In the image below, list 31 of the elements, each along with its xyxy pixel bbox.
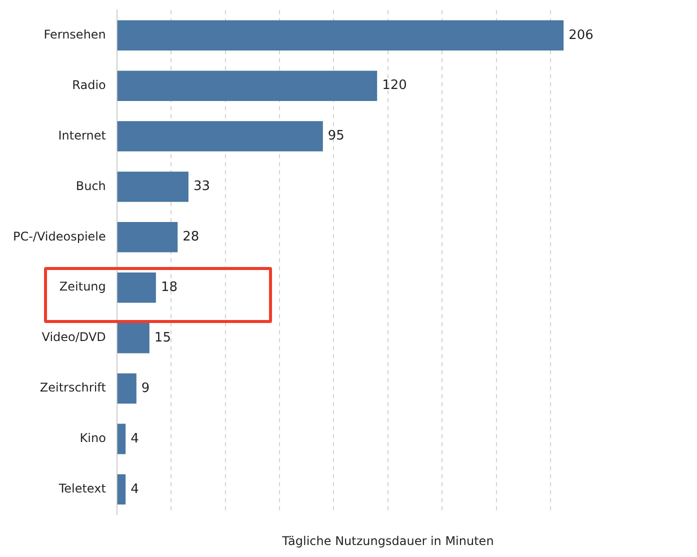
- bar: [117, 474, 126, 505]
- bar: [117, 172, 188, 202]
- x-axis-title: Tägliche Nutzungsdauer in Minuten: [281, 534, 494, 548]
- bar: [117, 424, 126, 454]
- data-label: 33: [193, 179, 210, 194]
- bar: [117, 272, 156, 303]
- data-label: 120: [382, 78, 407, 94]
- bar: [117, 222, 178, 252]
- data-label: 28: [182, 230, 200, 245]
- data-label: 18: [160, 280, 178, 295]
- bar: [117, 322, 150, 354]
- data-label: 206: [568, 28, 594, 43]
- y-tick-label: Video/DVD: [42, 330, 106, 344]
- bar: [117, 20, 564, 51]
- y-tick-label: Internet: [58, 128, 106, 142]
- y-tick-label: Zeitrschrift: [40, 380, 106, 395]
- bar: [117, 70, 378, 101]
- y-tick-label: Buch: [76, 178, 106, 193]
- bar: [117, 373, 136, 404]
- data-label: 4: [130, 482, 139, 497]
- data-label: 9: [141, 380, 150, 396]
- data-label: 15: [154, 330, 171, 346]
- data-label: 95: [328, 128, 344, 144]
- y-tick-label: Fernsehen: [44, 28, 106, 42]
- y-tick-label: Kino: [80, 431, 106, 446]
- y-tick-label: PC-/Videospiele: [12, 229, 106, 244]
- y-tick-label: Zeitung: [59, 280, 106, 294]
- data-label: 4: [130, 431, 139, 446]
- y-tick-label: Teletext: [58, 482, 106, 496]
- bar: [117, 121, 323, 152]
- y-tick-label: Radio: [72, 78, 106, 92]
